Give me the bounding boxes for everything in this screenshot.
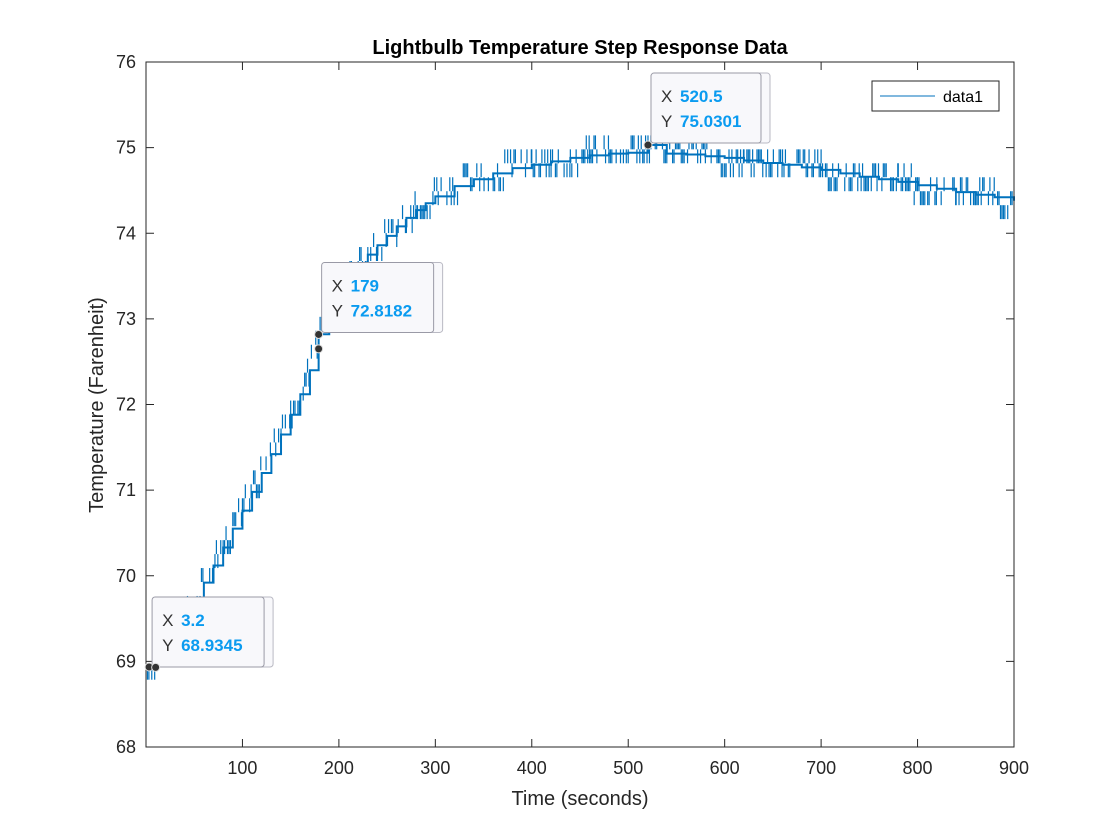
datatip-x-prefix: X [162,611,173,630]
x-tick-label: 100 [227,758,257,778]
datatip-marker[interactable] [151,662,161,672]
datatips[interactable]: X 3.2 Y 68.9345 X 179 Y 72.8182 X 520.5 Y 75.0301 [144,72,771,672]
datatip-box [650,72,762,144]
y-tick-label: 76 [116,52,136,72]
datatip-y-prefix: Y [162,636,173,655]
y-tick-label: 75 [116,138,136,158]
datatip-x-value: 520.5 [680,87,723,106]
legend[interactable]: data1 [871,80,1000,112]
legend-label-data1: data1 [943,89,983,106]
datatip[interactable]: X 179 Y 72.8182 [314,261,444,339]
datatip-marker[interactable] [314,329,324,339]
datatip[interactable]: X 3.2 Y 68.9345 [144,596,274,672]
x-tick-label: 600 [710,758,740,778]
datatip-y-value: 68.9345 [181,636,242,655]
datatip-y-prefix: Y [661,112,672,131]
x-tick-label: 400 [517,758,547,778]
y-tick-label: 68 [116,737,136,757]
y-tick-label: 72 [116,395,136,415]
x-tick-label: 900 [999,758,1029,778]
x-tick-label: 800 [903,758,933,778]
datatip-marker[interactable] [643,140,653,150]
datatip-x-value: 179 [351,276,379,295]
datatip-box [151,596,265,668]
datatip-box [321,261,435,333]
axes: 100 200 300 400 500 600 700 800 900 68 69 70 71 72 73 7… [116,52,1029,778]
x-tick-label: 500 [613,758,643,778]
datatip-x-value: 3.2 [181,611,205,630]
y-tick-label: 69 [116,651,136,671]
datatip-x-prefix: X [332,276,343,295]
x-tick-label: 200 [324,758,354,778]
datatip-x-prefix: X [661,87,672,106]
x-tick-label: 300 [420,758,450,778]
y-tick-label: 71 [116,480,136,500]
datatip-y-prefix: Y [332,301,343,320]
datatip[interactable]: X 520.5 Y 75.0301 [643,72,771,150]
x-tick-label: 700 [806,758,836,778]
chart-title: Lightbulb Temperature Step Response Data [372,37,788,59]
datatip-marker[interactable] [314,344,324,354]
x-axis-title: Time (seconds) [511,788,648,810]
y-axis-title: Temperature (Farenheit) [86,297,108,513]
datatip-y-value: 75.0301 [680,112,741,131]
datatip-y-value: 72.8182 [351,301,412,320]
y-tick-label: 70 [116,566,136,586]
y-tick-label: 73 [116,309,136,329]
y-tick-label: 74 [116,223,136,243]
